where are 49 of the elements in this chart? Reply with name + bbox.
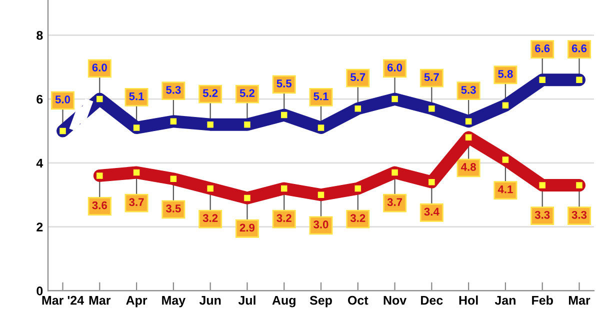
y-tick-label: 0 bbox=[36, 286, 43, 296]
data-label: 5.2 bbox=[240, 89, 254, 98]
data-label: 6.0 bbox=[387, 64, 402, 72]
x-tick-label: May bbox=[162, 296, 186, 308]
data-label: 5.7 bbox=[424, 73, 439, 82]
data-label: 5.3 bbox=[166, 86, 181, 94]
data-label: 3.7 bbox=[129, 198, 144, 206]
data-label: 3.2 bbox=[202, 214, 218, 222]
data-label: 4.8 bbox=[461, 163, 476, 171]
data-label: 5.2 bbox=[202, 89, 218, 98]
data-label: 5.7 bbox=[350, 73, 366, 82]
x-tick-label: Dec bbox=[421, 296, 443, 305]
y-tick-label: 4 bbox=[36, 158, 44, 168]
data-label: 6.6 bbox=[535, 44, 550, 52]
data-label: 5.8 bbox=[498, 70, 513, 78]
y-tick-label: 2 bbox=[36, 222, 43, 232]
data-label: 6.6 bbox=[572, 44, 587, 52]
x-tick-label: Aug bbox=[272, 296, 296, 308]
x-tick-label: Mar bbox=[89, 296, 111, 305]
data-label: 6.0 bbox=[92, 64, 107, 72]
y-tick-label: 6 bbox=[36, 94, 43, 104]
x-tick-label: Oct bbox=[348, 296, 368, 305]
data-label: 3.3 bbox=[534, 210, 550, 219]
x-tick-label: Apr bbox=[126, 296, 148, 308]
x-tick-label: Hol bbox=[459, 296, 478, 305]
data-label: 4.1 bbox=[498, 186, 513, 194]
data-label: 3.5 bbox=[166, 204, 181, 212]
data-label: 3.2 bbox=[350, 214, 366, 222]
x-tick-label: Mar bbox=[568, 296, 590, 305]
x-tick-label: Sep bbox=[310, 296, 332, 308]
x-tick-label: Jan bbox=[494, 296, 516, 305]
x-tick-label: Jul bbox=[238, 296, 256, 305]
data-label: 5.1 bbox=[314, 92, 328, 100]
data-label: 3.0 bbox=[314, 220, 328, 228]
data-label: 5.0 bbox=[55, 96, 70, 104]
x-tick-label: Feb bbox=[532, 296, 553, 305]
data-label: 3.7 bbox=[387, 198, 402, 206]
data-label: 3.2 bbox=[276, 214, 292, 222]
data-label: 3.3 bbox=[572, 210, 587, 219]
data-label: 3.4 bbox=[424, 208, 440, 216]
x-tick-label: Jun bbox=[199, 296, 221, 305]
data-label: 5.3 bbox=[461, 86, 476, 94]
y-tick-label: 8 bbox=[36, 30, 43, 40]
x-tick-label: Nov bbox=[384, 296, 407, 305]
data-label: 3.6 bbox=[92, 201, 107, 210]
data-label: 5.5 bbox=[276, 80, 292, 88]
data-label: 5.1 bbox=[129, 92, 144, 100]
data-label: 2.9 bbox=[240, 224, 255, 232]
x-tick-label: Mar '24 bbox=[42, 296, 84, 305]
